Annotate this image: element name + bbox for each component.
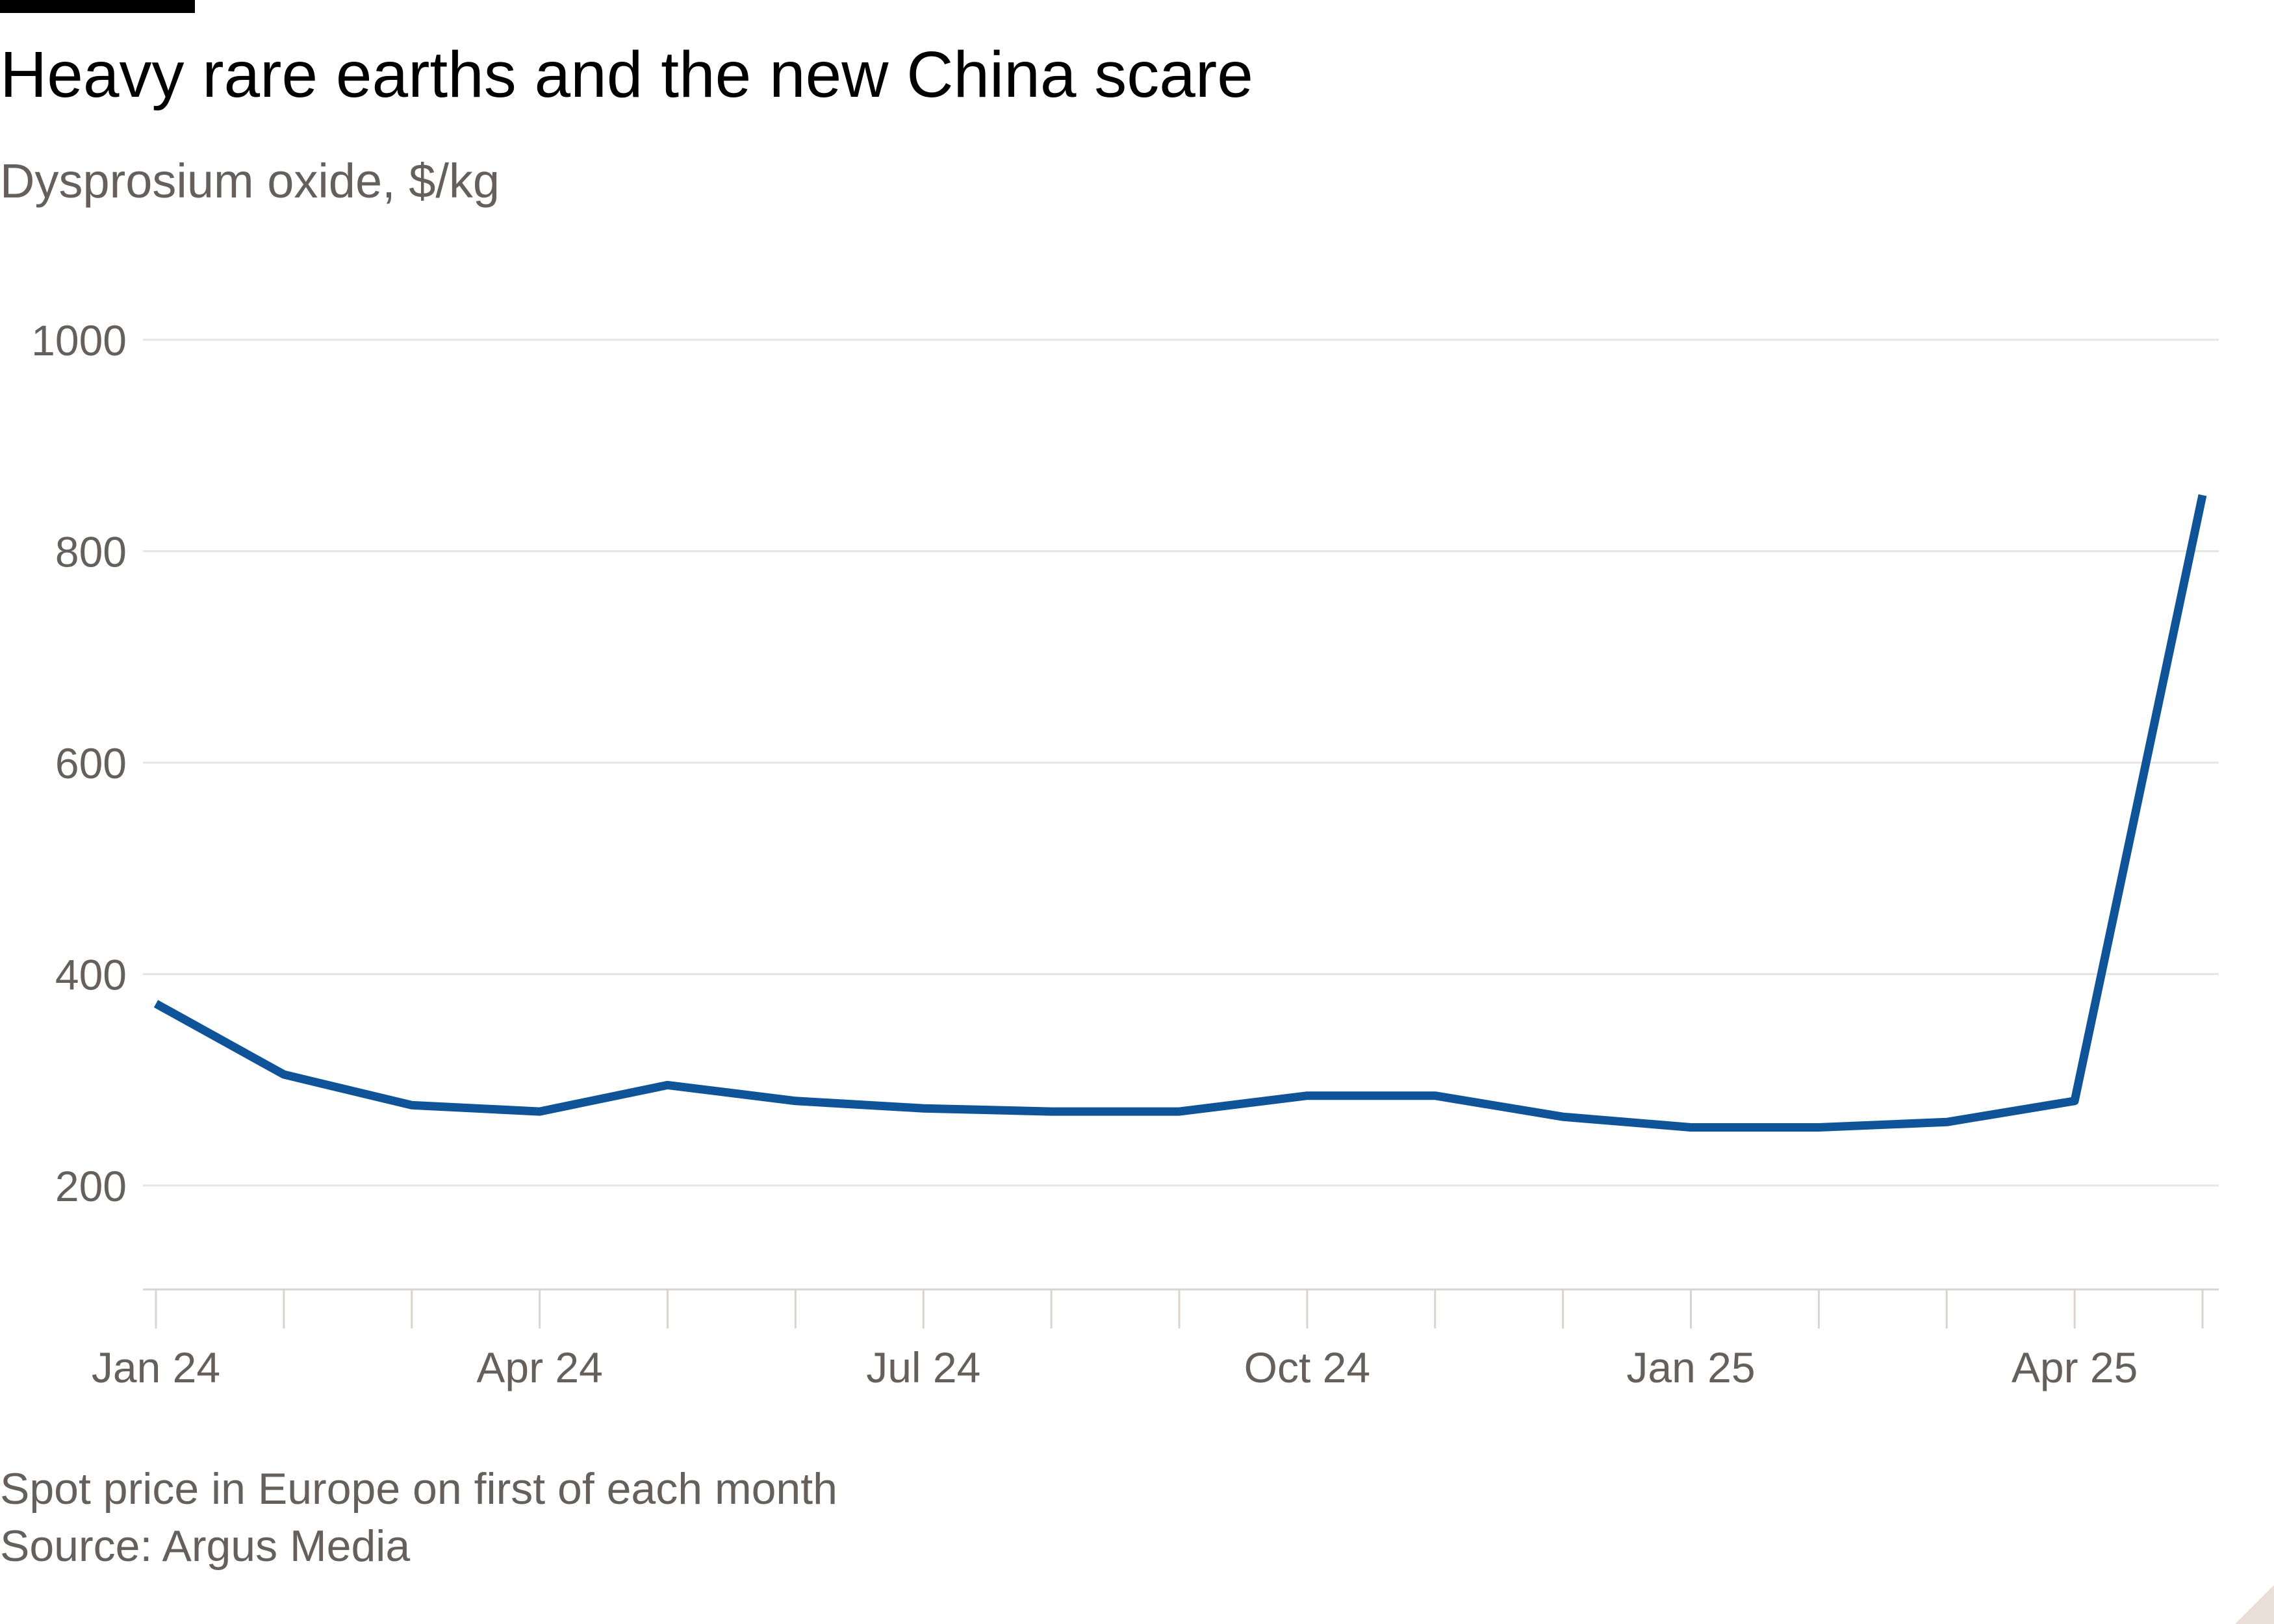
data-point (919, 1104, 927, 1112)
series-layer (152, 491, 2207, 1132)
data-point (791, 1097, 799, 1105)
x-tick-label: Jan 24 (92, 1343, 220, 1391)
data-point (1303, 1092, 1311, 1100)
data-point (1815, 1123, 1822, 1131)
x-tick-label: Jul 24 (866, 1343, 980, 1391)
x-tick-label: Apr 25 (2012, 1343, 2138, 1391)
chart-title: Heavy rare earths and the new China scar… (0, 38, 1253, 111)
x-tick-label: Apr 24 (476, 1343, 602, 1391)
series-line (153, 494, 2207, 1132)
brand-bar (0, 0, 195, 13)
data-point (2199, 491, 2206, 499)
chart-source: Source: Argus Media (0, 1521, 411, 1571)
data-point (1047, 1108, 1055, 1115)
chart-subtitle: Dysprosium oxide, $/kg (0, 154, 500, 208)
data-point (1431, 1092, 1439, 1100)
y-axis-ticks: 200 400 600 800 1000 (31, 316, 127, 1210)
data-point (408, 1101, 416, 1109)
x-tick-label: Jan 25 (1626, 1343, 1755, 1391)
data-point (1559, 1113, 1567, 1121)
data-point (2071, 1097, 2078, 1105)
data-point (1175, 1108, 1183, 1115)
y-tick-label: 600 (55, 739, 127, 787)
gridlines (143, 338, 2219, 1187)
data-point (664, 1081, 672, 1089)
x-axis: Jan 24 Apr 24 Jul 24 Oct 24 Jan 25 Apr 25 (92, 1288, 2219, 1391)
y-tick-label: 1000 (31, 316, 127, 364)
data-point (536, 1108, 544, 1115)
y-tick-label: 800 (55, 528, 127, 576)
corner-mark (2235, 1585, 2274, 1624)
data-point (1943, 1118, 1950, 1126)
y-tick-label: 400 (55, 951, 127, 999)
data-point (1687, 1123, 1695, 1131)
chart-note: Spot price in Europe on first of each mo… (0, 1464, 837, 1514)
x-tick-label: Oct 24 (1244, 1343, 1370, 1391)
data-point (280, 1071, 288, 1078)
y-tick-label: 200 (55, 1162, 127, 1210)
data-point (152, 1000, 160, 1008)
